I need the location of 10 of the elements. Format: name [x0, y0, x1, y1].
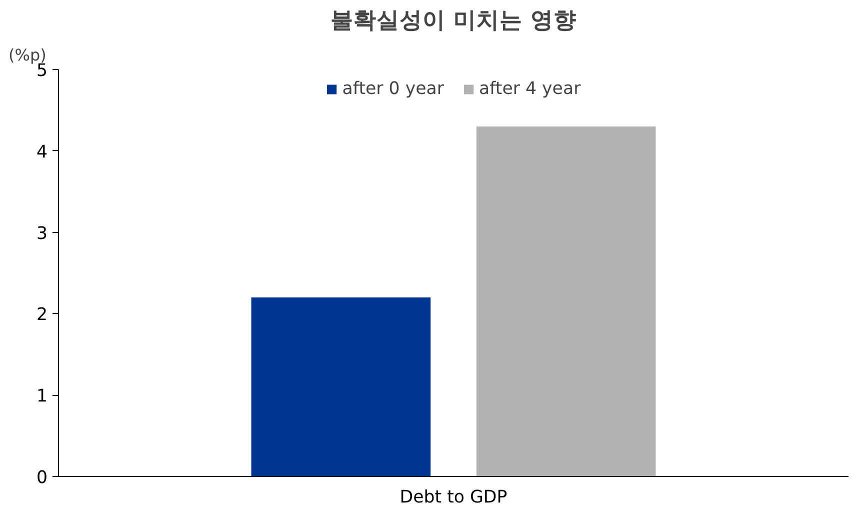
x-tick-label: Debt to GDP: [400, 488, 508, 508]
legend-label: after 4 year: [479, 79, 581, 99]
y-axis-title: (%p): [8, 46, 46, 64]
y-tick-label: 3: [36, 224, 48, 244]
chart-title: 불확실성이 미치는 영향: [330, 8, 576, 34]
y-tick-label: 2: [36, 305, 48, 326]
legend-label: after 0 year: [342, 79, 444, 99]
y-tick-label: 4: [36, 142, 48, 162]
y-tick-label: 1: [36, 386, 48, 407]
y-tick-label: 0: [36, 468, 48, 488]
